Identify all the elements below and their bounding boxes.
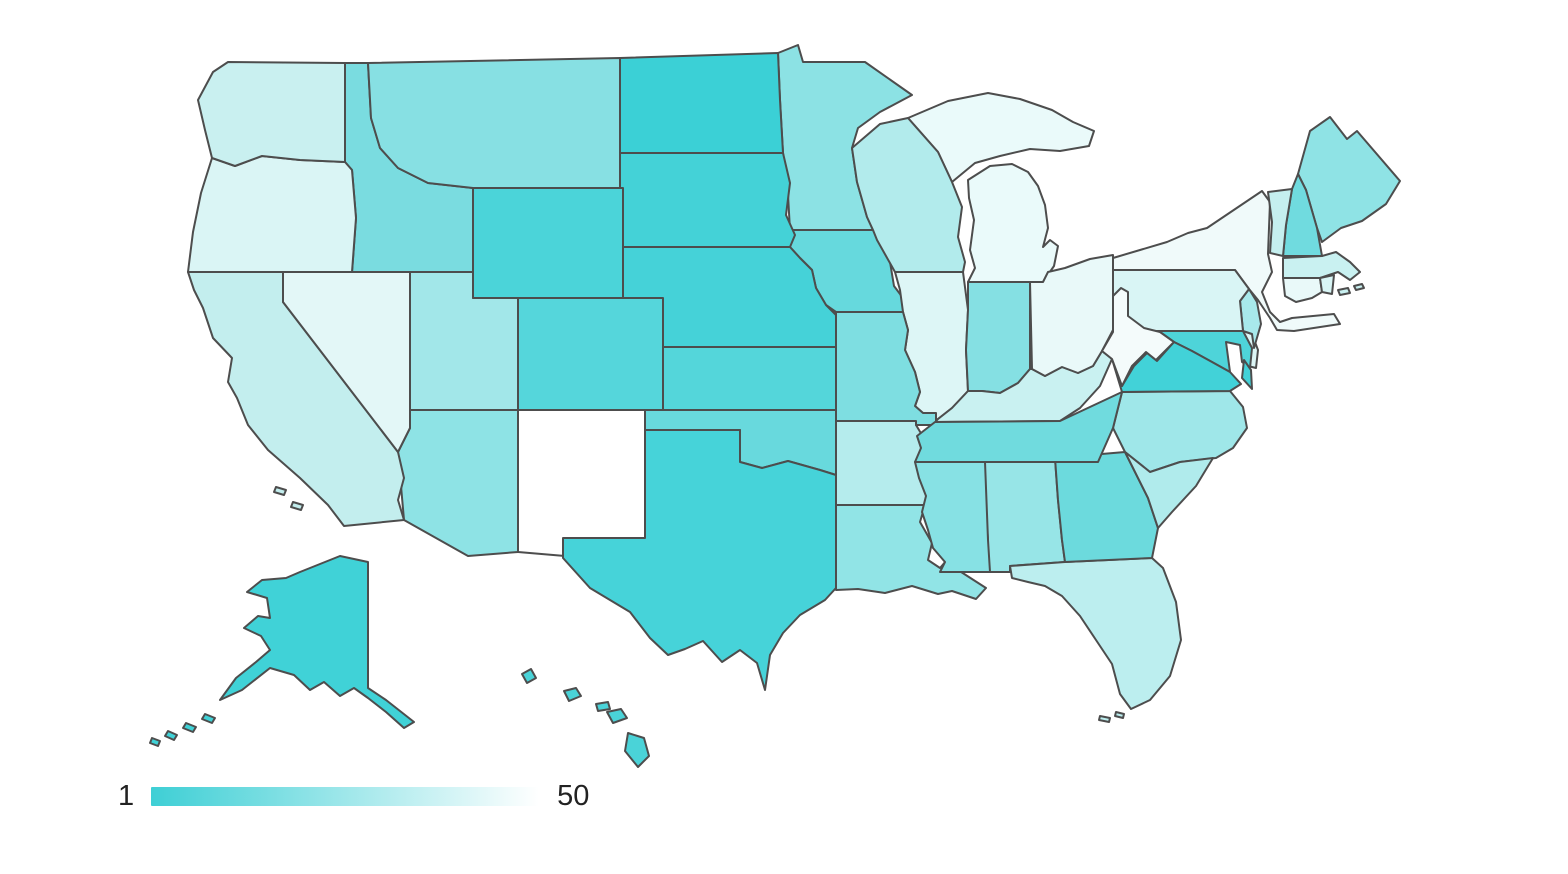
state-tx[interactable]: Texas bbox=[562, 429, 837, 691]
state-sc[interactable]: South Carolina bbox=[1124, 451, 1214, 529]
state-nv[interactable]: Nevada bbox=[282, 271, 411, 453]
state-in[interactable]: Indiana bbox=[965, 281, 1031, 394]
state-ma[interactable]: Massachusetts bbox=[1282, 251, 1361, 281]
state-ms[interactable]: Mississippi bbox=[914, 461, 991, 573]
state-wy[interactable]: Wyoming bbox=[472, 187, 624, 299]
state-mi[interactable]: Michigan bbox=[907, 92, 1095, 183]
state-hi[interactable]: Hawaii bbox=[624, 732, 650, 768]
color-scale-legend: 1 50 bbox=[118, 778, 589, 814]
state-wa[interactable]: Washington bbox=[197, 61, 346, 167]
state-ak[interactable]: Alaska bbox=[182, 722, 197, 733]
state-fl[interactable]: Florida bbox=[1098, 715, 1111, 723]
state-fl[interactable]: Florida bbox=[1114, 711, 1125, 719]
state-ak[interactable]: Alaska bbox=[201, 713, 216, 724]
state-mt[interactable]: Montana bbox=[367, 57, 621, 189]
state-al[interactable]: Alabama bbox=[984, 457, 1066, 573]
state-ma[interactable]: Massachusetts bbox=[1353, 283, 1365, 291]
state-hi[interactable]: Hawaii bbox=[606, 708, 628, 724]
state-ct[interactable]: Connecticut bbox=[1282, 277, 1323, 303]
legend-gradient-bar bbox=[151, 786, 540, 806]
state-fl[interactable]: Florida bbox=[1009, 557, 1182, 710]
state-ak[interactable]: Alaska bbox=[149, 737, 161, 747]
state-ny[interactable]: New York bbox=[1112, 190, 1341, 332]
state-mo[interactable]: Missouri bbox=[835, 311, 937, 426]
state-nc[interactable]: North Carolina bbox=[1112, 390, 1248, 473]
state-ak[interactable]: Alaska bbox=[164, 730, 178, 741]
state-va[interactable]: Virginia bbox=[1241, 359, 1253, 390]
state-hi[interactable]: Hawaii bbox=[595, 701, 611, 712]
state-wi[interactable]: Wisconsin bbox=[851, 117, 966, 273]
legend-max-label: 50 bbox=[557, 780, 590, 812]
state-mi[interactable]: Michigan bbox=[967, 163, 1059, 283]
state-ca[interactable]: California bbox=[273, 486, 287, 496]
state-ne[interactable]: Nebraska bbox=[622, 246, 837, 348]
state-nd[interactable]: North Dakota bbox=[619, 52, 784, 154]
state-or[interactable]: Oregon bbox=[187, 155, 357, 273]
state-wv[interactable]: West Virginia bbox=[1101, 287, 1175, 387]
state-la[interactable]: Louisiana bbox=[835, 504, 987, 600]
state-nm[interactable]: New Mexico bbox=[517, 409, 646, 557]
state-ri[interactable]: Rhode Island bbox=[1319, 274, 1335, 295]
state-va[interactable]: Virginia bbox=[1111, 341, 1242, 393]
state-ks[interactable]: Kansas bbox=[662, 346, 837, 411]
state-ar[interactable]: Arkansas bbox=[835, 420, 929, 506]
state-co[interactable]: Colorado bbox=[517, 297, 664, 411]
state-ca[interactable]: California bbox=[290, 501, 304, 511]
state-tn[interactable]: Tennessee bbox=[914, 391, 1123, 463]
state-ak[interactable]: Alaska bbox=[219, 555, 415, 729]
state-ma[interactable]: Massachusetts bbox=[1337, 287, 1351, 296]
legend-min-label: 1 bbox=[118, 780, 135, 812]
state-hi[interactable]: Hawaii bbox=[521, 668, 537, 684]
state-az[interactable]: Arizona bbox=[397, 409, 519, 557]
state-sd[interactable]: South Dakota bbox=[619, 152, 796, 248]
state-hi[interactable]: Hawaii bbox=[563, 687, 582, 702]
state-vt[interactable]: Vermont bbox=[1267, 188, 1293, 257]
